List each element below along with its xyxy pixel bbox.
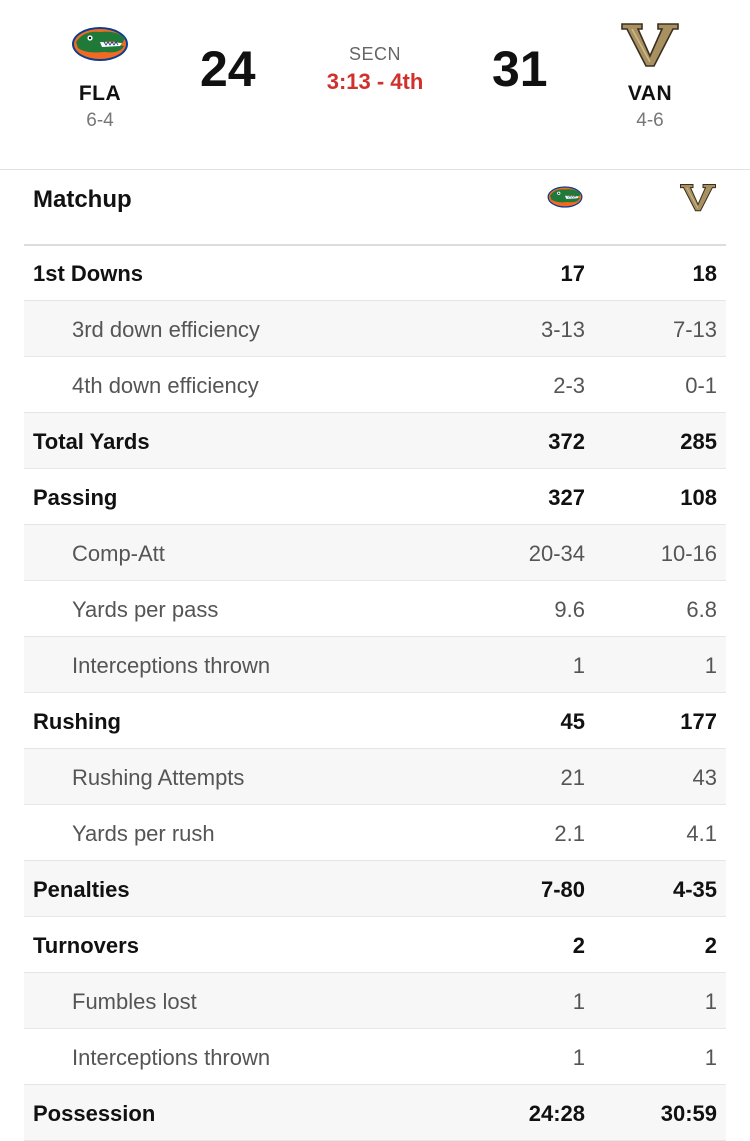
stat-label: Fumbles lost (72, 989, 197, 1014)
home-score: 31 (492, 41, 548, 97)
stat-home-value: 7-13 (672, 317, 717, 342)
stat-home-value: 43 (692, 765, 717, 790)
stat-label: Turnovers (33, 933, 139, 958)
away-score: 24 (200, 41, 256, 97)
stat-row: Interceptions thrown 1 1 (24, 1029, 726, 1085)
stat-away-value: 7-80 (540, 877, 585, 902)
stat-label: Yards per pass (72, 597, 219, 622)
stat-label: Passing (33, 485, 118, 510)
stat-row: Comp-Att 20-34 10-16 (24, 525, 726, 581)
stat-label: Interceptions thrown (72, 1045, 271, 1070)
stat-row: Total Yards 372 285 (24, 413, 726, 469)
stat-row: Rushing 45 177 (24, 693, 726, 749)
stat-home-value: 177 (680, 709, 717, 734)
stat-away-value: 327 (548, 485, 585, 510)
stat-row: Yards per pass 9.6 6.8 (24, 581, 726, 637)
stat-label: 4th down efficiency (72, 373, 259, 398)
vanderbilt-v-logo-icon (620, 20, 680, 68)
stat-row: Fumbles lost 1 1 (24, 973, 726, 1029)
stat-away-value: 1 (572, 1045, 585, 1070)
stat-away-value: 17 (560, 261, 585, 286)
stat-label: Rushing Attempts (72, 765, 245, 790)
stat-home-value: 1 (704, 989, 717, 1014)
stat-away-value: 1 (572, 989, 585, 1014)
vanderbilt-v-logo-icon (678, 182, 718, 212)
stat-row: Rushing Attempts 21 43 (24, 749, 726, 805)
stat-away-value: 9.6 (554, 597, 585, 622)
stat-label: Penalties (33, 877, 130, 902)
stat-away-value: 2.1 (554, 821, 585, 846)
stat-away-value: 372 (548, 429, 585, 454)
stat-row: Turnovers 2 2 (24, 917, 726, 973)
florida-gator-logo-icon (70, 20, 130, 68)
stat-away-value: 24:28 (528, 1101, 585, 1126)
stat-home-value: 1 (704, 653, 717, 678)
stat-row: Penalties 7-80 4-35 (24, 861, 726, 917)
stat-home-value: 10-16 (660, 541, 717, 566)
stat-away-value: 3-13 (540, 317, 585, 342)
stat-home-value: 285 (680, 429, 717, 454)
stat-label: Total Yards (33, 429, 150, 454)
stat-home-value: 30:59 (660, 1101, 717, 1126)
stat-label: Yards per rush (72, 821, 215, 846)
stat-label: 3rd down efficiency (72, 317, 260, 342)
stat-home-value: 6.8 (686, 597, 717, 622)
stat-away-value: 1 (572, 653, 585, 678)
matchup-title: Matchup (33, 186, 132, 213)
tv-network: SECN (348, 44, 401, 64)
stat-home-value: 0-1 (685, 373, 717, 398)
header-divider (0, 169, 750, 170)
stat-label: 1st Downs (33, 261, 144, 286)
stat-home-value: 4-35 (672, 877, 717, 902)
stat-row: 1st Downs 17 18 (24, 245, 726, 301)
stat-away-value: 20-34 (528, 541, 585, 566)
stat-away-value: 2 (572, 933, 585, 958)
home-team[interactable]: VAN 4-6 (590, 20, 710, 132)
game-status: SECN 3:13 - 4th (295, 44, 455, 95)
home-team-abbr: VAN (627, 82, 673, 105)
stat-row: 4th down efficiency 2-3 0-1 (24, 357, 726, 413)
stat-row: 3rd down efficiency 3-13 7-13 (24, 301, 726, 357)
game-clock: 3:13 - 4th (326, 69, 424, 94)
stat-row: Possession 24:28 30:59 (24, 1085, 726, 1141)
stat-row: Passing 327 108 (24, 469, 726, 525)
stat-label: Interceptions thrown (72, 653, 271, 678)
stat-row: Interceptions thrown 1 1 (24, 637, 726, 693)
stat-label: Comp-Att (72, 541, 165, 566)
scoreboard-header: FLA 6-4 24 SECN 3:13 - 4th 31 VAN 4-6 (0, 0, 750, 170)
stat-away-value: 21 (560, 765, 585, 790)
home-team-record: 4-6 (636, 110, 664, 131)
matchup-header: Matchup (24, 170, 726, 246)
away-team[interactable]: FLA 6-4 (40, 20, 160, 132)
stat-away-value: 45 (560, 709, 585, 734)
stat-home-value: 108 (680, 485, 717, 510)
stat-home-value: 4.1 (686, 821, 717, 846)
stat-home-value: 2 (704, 933, 717, 958)
stat-label: Rushing (33, 709, 121, 734)
away-team-record: 6-4 (86, 110, 114, 131)
stat-label: Possession (33, 1101, 156, 1126)
away-team-abbr: FLA (78, 82, 122, 105)
florida-gator-logo-icon (545, 182, 585, 212)
stat-home-value: 1 (704, 1045, 717, 1070)
stat-home-value: 18 (692, 261, 717, 286)
matchup-stats-table: 1st Downs 17 18 3rd down efficiency 3-13 7-13… (24, 245, 726, 1141)
stat-row: Yards per rush 2.1 4.1 (24, 805, 726, 861)
stat-away-value: 2-3 (553, 373, 585, 398)
